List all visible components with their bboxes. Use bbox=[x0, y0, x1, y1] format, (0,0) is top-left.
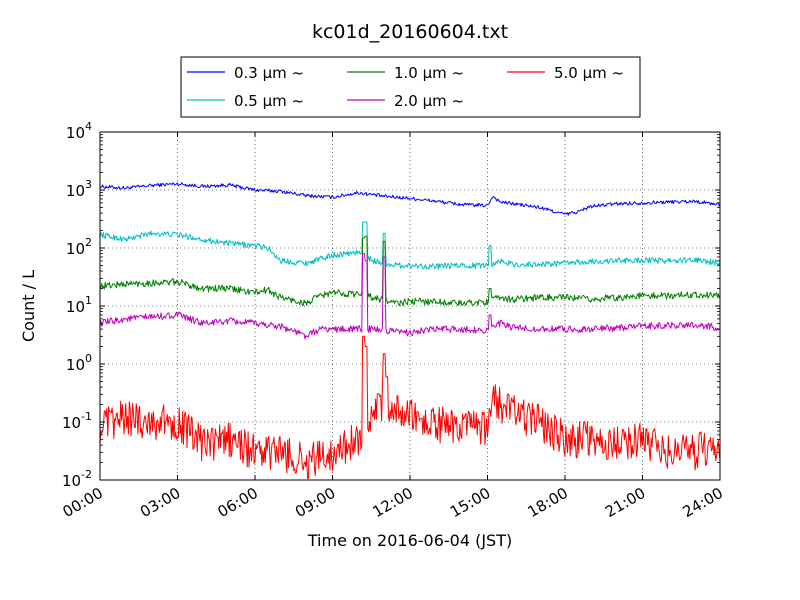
gridlines bbox=[100, 132, 720, 480]
series-line bbox=[99, 335, 721, 480]
x-tick-label: 18:00 bbox=[525, 484, 571, 521]
series-layer bbox=[99, 182, 721, 480]
series-line bbox=[99, 235, 721, 307]
legend-label: 0.3 μm ~ bbox=[234, 64, 304, 82]
y-tick-label: 104 bbox=[66, 120, 92, 142]
y-tick-label: 10-2 bbox=[62, 468, 92, 490]
x-tick-label: 09:00 bbox=[292, 484, 338, 521]
legend-frame bbox=[180, 56, 641, 118]
y-tick-label: 101 bbox=[66, 294, 92, 316]
x-tick-label: 03:00 bbox=[137, 484, 183, 521]
legend-label: 2.0 μm ~ bbox=[394, 92, 464, 110]
y-tick-label: 102 bbox=[66, 236, 92, 258]
x-tick-label: 24:00 bbox=[680, 484, 726, 521]
y-tick-label: 103 bbox=[66, 178, 92, 200]
y-axis-label: Count / L bbox=[19, 270, 38, 342]
legend: 0.3 μm ~ 0.5 μm ~ 1.0 μm ~ 2.0 μm ~ 5.0 μm ~ bbox=[180, 56, 641, 118]
legend-label: 5.0 μm ~ bbox=[554, 64, 624, 82]
x-axis-label: Time on 2016-06-04 (JST) bbox=[307, 531, 512, 550]
y-tick-label: 100 bbox=[66, 352, 92, 374]
series-line bbox=[99, 182, 721, 216]
x-tick-label: 06:00 bbox=[215, 484, 261, 521]
x-ticks: 00:00 03:00 06:00 09:00 12:00 15:00 18:00 21:00… bbox=[60, 132, 726, 521]
x-tick-label: 21:00 bbox=[602, 484, 648, 521]
x-tick-label: 12:00 bbox=[370, 484, 416, 521]
series-line bbox=[99, 221, 721, 270]
legend-label: 1.0 μm ~ bbox=[394, 64, 464, 82]
y-ticks: 10-2 10-1 100 101 102 103 104 bbox=[62, 120, 720, 490]
series-line bbox=[99, 253, 721, 340]
x-tick-label: 15:00 bbox=[447, 484, 493, 521]
y-tick-label: 10-1 bbox=[62, 410, 92, 432]
chart-title: kc01d_20160604.txt bbox=[312, 21, 508, 43]
legend-label: 0.5 μm ~ bbox=[234, 92, 304, 110]
